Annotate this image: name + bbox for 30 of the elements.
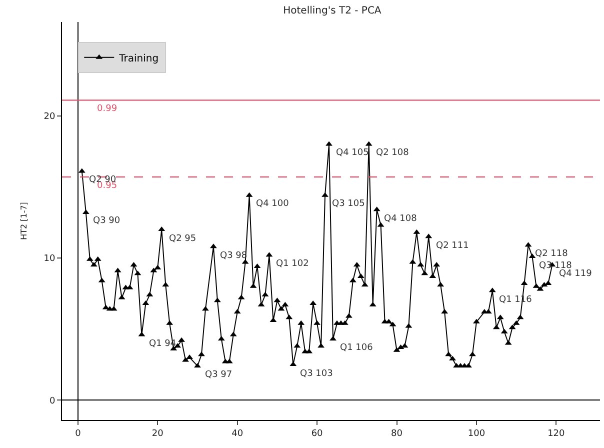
x-tick-label: 80 bbox=[391, 428, 403, 439]
y-axis-title: HT2 [1-7] bbox=[19, 202, 28, 240]
annotation: 0.99 bbox=[97, 104, 118, 114]
annotation: Q2 111 bbox=[436, 241, 469, 251]
annotation: Q3 103 bbox=[300, 369, 333, 379]
annotation: Q3 105 bbox=[332, 199, 365, 209]
x-tick-label: 120 bbox=[548, 428, 566, 439]
x-tick-label: 40 bbox=[232, 428, 244, 439]
y-tick-label: 20 bbox=[44, 112, 56, 122]
annotation: Q4 119 bbox=[559, 269, 592, 279]
x-tick-label: 0 bbox=[75, 428, 82, 439]
annotation: Q3 118 bbox=[539, 261, 572, 271]
annotation: Q3 90 bbox=[93, 216, 120, 226]
x-tick-label: 20 bbox=[152, 428, 164, 439]
chart-title: Hotelling's T2 - PCA bbox=[283, 6, 382, 17]
annotation: Q1 106 bbox=[340, 343, 374, 353]
x-tick-label: 100 bbox=[468, 428, 486, 439]
annotation: Q3 97 bbox=[205, 370, 232, 380]
y-tick-label: 0 bbox=[49, 396, 56, 406]
annotation: Q4 105 bbox=[336, 148, 369, 158]
y-tick-label: 10 bbox=[44, 254, 56, 264]
annotation: Q2 108 bbox=[376, 148, 410, 158]
annotation: Q2 95 bbox=[169, 234, 196, 244]
annotation: 0.95 bbox=[97, 181, 118, 191]
annotation: Q4 108 bbox=[384, 214, 418, 224]
annotation: Q2 118 bbox=[535, 249, 568, 259]
annotation: Q1 102 bbox=[276, 259, 309, 269]
x-tick-label: 60 bbox=[311, 428, 324, 439]
annotation: Q4 100 bbox=[256, 199, 290, 209]
legend-label: Training bbox=[118, 53, 159, 64]
